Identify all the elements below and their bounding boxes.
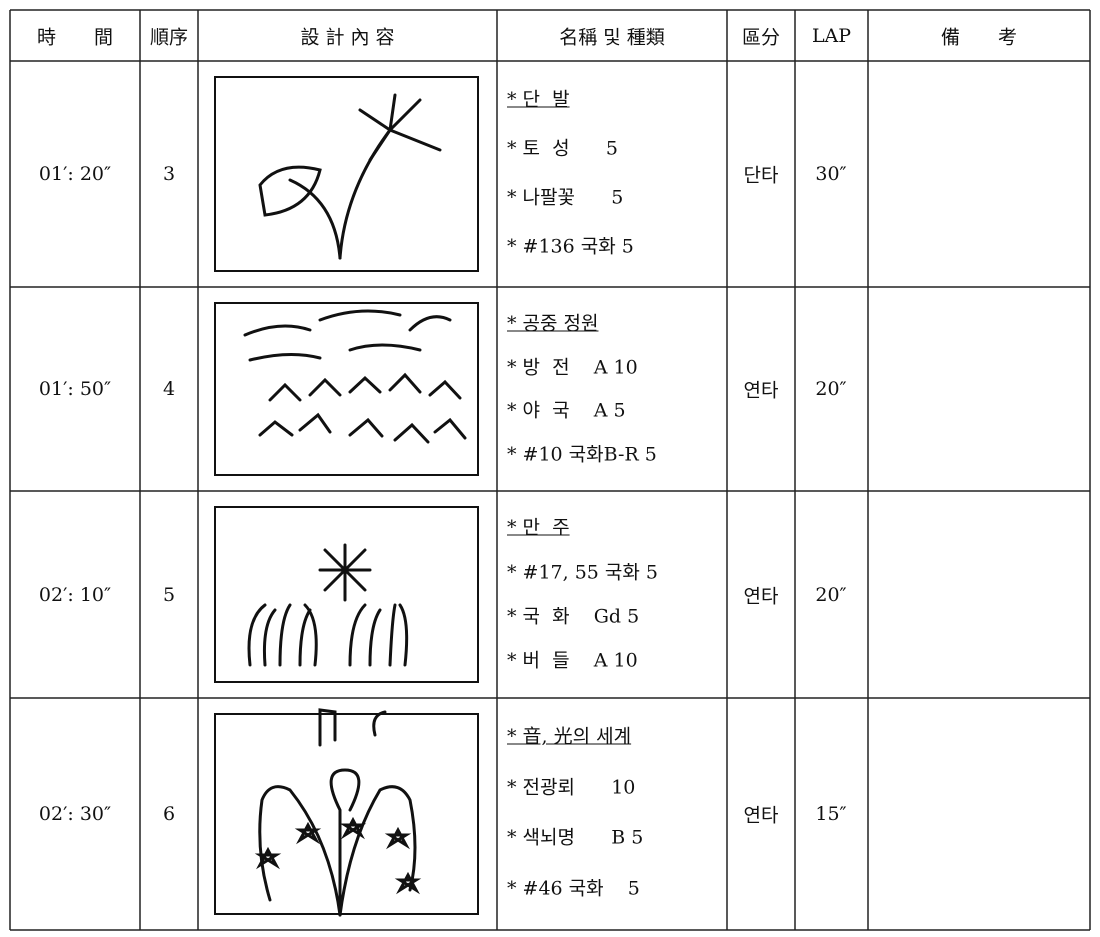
item-line: * 방 전 A 10 — [507, 356, 638, 379]
item-line: * 전광뢰 10 — [507, 776, 636, 799]
design-sketch — [243, 309, 452, 362]
design-sketch — [318, 708, 387, 747]
category-cell: 연타 — [743, 585, 779, 607]
item-line: * 만 주 — [507, 516, 570, 539]
item-line: * #136 국화 5 — [507, 235, 634, 258]
design-sketch — [247, 603, 318, 667]
time-cell: 02′: 30″ — [38, 803, 112, 825]
design-sketch — [258, 165, 322, 217]
header-cell: 名稱 및 種類 — [559, 26, 665, 49]
item-line: * 音, 光의 세계 — [507, 725, 632, 748]
time-cell: 02′: 10″ — [38, 583, 112, 606]
design-frame — [214, 302, 479, 476]
design-sketch — [358, 93, 442, 162]
item-line: * 색뇌명 B 5 — [507, 826, 644, 849]
design-sketch — [258, 412, 467, 444]
item-line: * #17, 55 국화 5 — [507, 561, 659, 584]
design-sketch — [254, 816, 422, 895]
header-cell: 順序 — [149, 26, 189, 49]
design-frame — [214, 713, 479, 915]
time-cell: 01′: 50″ — [38, 378, 112, 400]
item-line: * #10 국화B-R 5 — [507, 443, 657, 466]
header-cell: 區分 — [741, 26, 781, 49]
order-cell: 4 — [162, 378, 176, 400]
design-sketch — [348, 603, 409, 667]
item-line: * 토 성 5 — [507, 137, 618, 160]
time-cell: 01′: 20″ — [38, 163, 112, 185]
design-sketch — [258, 785, 342, 917]
design-frame — [214, 76, 479, 272]
lap-cell: 20″ — [815, 583, 847, 606]
design-sketch — [288, 178, 342, 260]
lap-cell: 20″ — [815, 378, 847, 400]
order-cell: 5 — [162, 583, 176, 606]
category-cell: 연타 — [743, 379, 779, 402]
item-line: * 야 국 A 5 — [507, 399, 626, 422]
category-cell: 단타 — [743, 164, 779, 187]
header-cell: 備 考 — [940, 26, 1018, 49]
order-cell: 3 — [162, 163, 176, 185]
header-cell: LAP — [811, 25, 852, 47]
design-sketch — [329, 768, 361, 917]
design-sketch — [338, 785, 417, 917]
item-line: * 버 들 A 10 — [507, 649, 638, 672]
header-cell: 設 計 內 容 — [300, 26, 395, 49]
item-line: * #46 국화 5 — [507, 877, 640, 900]
lap-cell: 15″ — [815, 803, 847, 825]
design-sketch — [268, 372, 462, 402]
item-line: * 나팔꽃 5 — [507, 186, 624, 209]
item-line: * 국 화 Gd 5 — [507, 605, 640, 628]
item-line: * 단 발 — [507, 88, 570, 111]
design-sketch — [338, 128, 392, 260]
design-frame — [214, 506, 479, 683]
lap-cell: 30″ — [815, 163, 847, 185]
category-cell: 연타 — [743, 804, 779, 827]
design-sketch — [318, 543, 372, 602]
order-cell: 6 — [162, 803, 176, 825]
item-line: * 공중 정원 — [507, 312, 599, 335]
header-cell: 時 間 — [36, 26, 114, 49]
